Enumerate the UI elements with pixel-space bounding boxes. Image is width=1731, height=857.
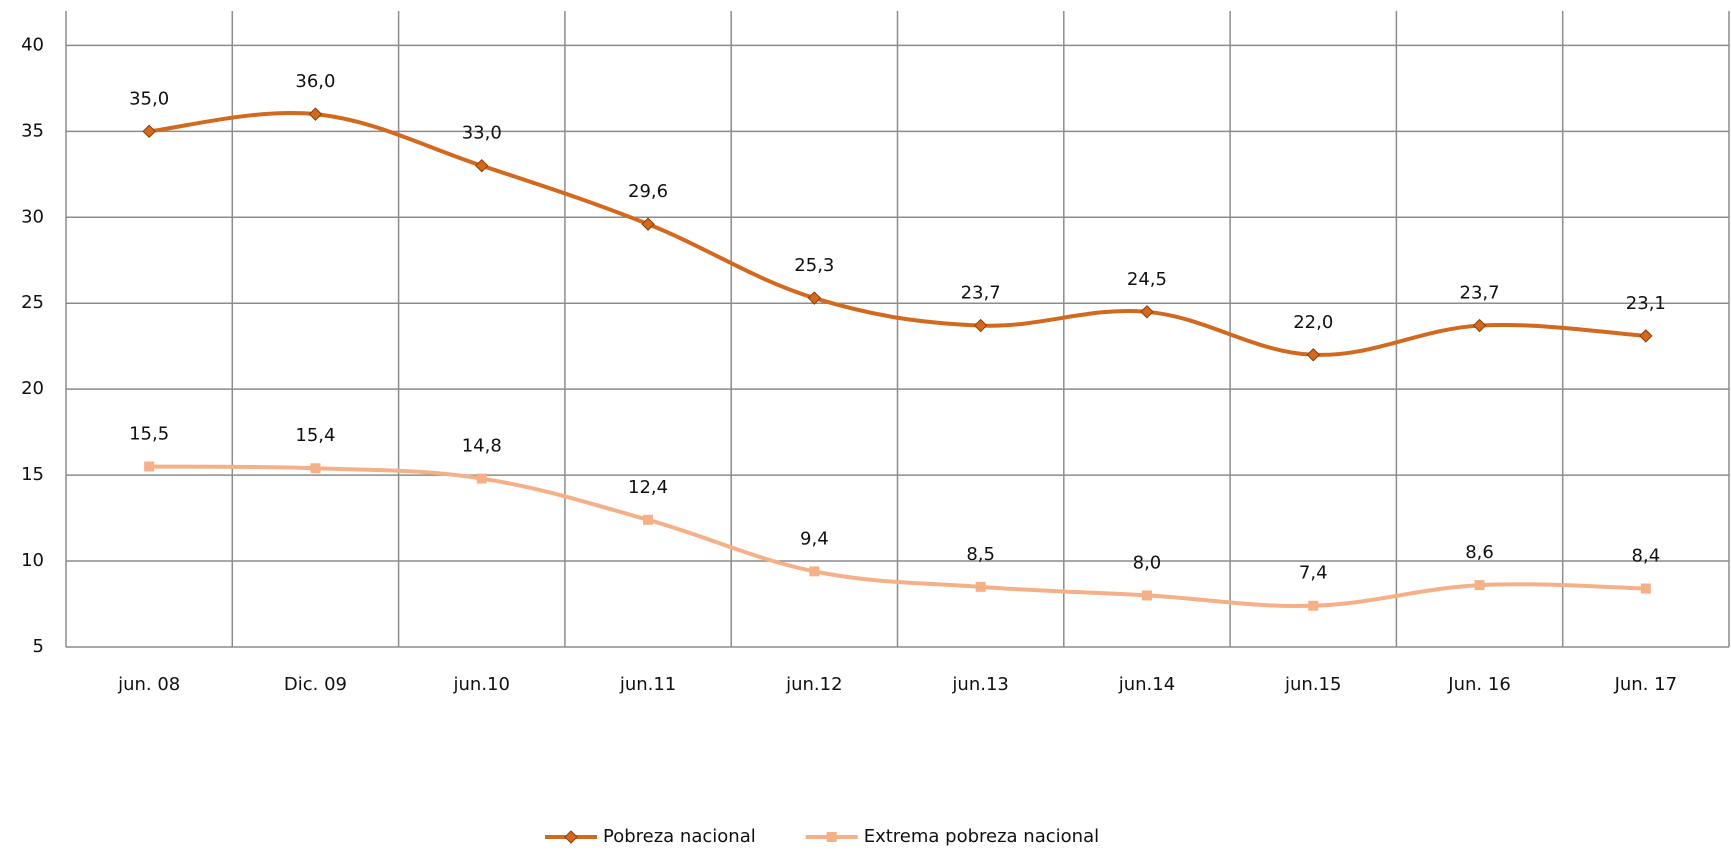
x-tick-label: jun.13 bbox=[951, 674, 1008, 695]
x-tick-label: jun. 08 bbox=[117, 674, 180, 695]
data-label: 23,7 bbox=[1460, 283, 1500, 304]
x-tick-label: jun.11 bbox=[619, 674, 676, 695]
data-point bbox=[310, 463, 321, 474]
data-point bbox=[1140, 305, 1154, 319]
data-label: 8,4 bbox=[1632, 546, 1661, 567]
data-point bbox=[643, 514, 654, 525]
legend-marker bbox=[826, 832, 837, 842]
data-label: 15,5 bbox=[129, 424, 169, 445]
x-tick-label: jun.10 bbox=[453, 674, 510, 695]
data-point bbox=[475, 158, 489, 173]
legend-marker bbox=[564, 830, 578, 844]
data-label: 24,5 bbox=[1127, 269, 1167, 290]
data-point bbox=[1308, 600, 1319, 611]
data-label: 8,5 bbox=[966, 544, 995, 565]
data-label: 22,0 bbox=[1293, 312, 1333, 333]
x-tick-label: jun.14 bbox=[1118, 674, 1175, 695]
legend-label: Pobreza nacional bbox=[603, 826, 756, 847]
data-point bbox=[973, 318, 988, 333]
data-label: 25,3 bbox=[794, 255, 834, 276]
series-line bbox=[149, 464, 1646, 608]
data-point bbox=[1306, 348, 1320, 362]
data-label: 29,6 bbox=[628, 181, 668, 202]
x-tick-label: jun.12 bbox=[785, 674, 842, 695]
data-point bbox=[975, 581, 986, 592]
data-point bbox=[1639, 329, 1653, 343]
y-tick-label: 20 bbox=[21, 378, 44, 399]
y-tick-label: 15 bbox=[21, 464, 44, 485]
data-label: 8,6 bbox=[1465, 542, 1494, 563]
data-point bbox=[807, 291, 822, 305]
data-point bbox=[1472, 318, 1487, 333]
legend-label: Extrema pobreza nacional bbox=[864, 826, 1099, 847]
data-point bbox=[144, 461, 155, 472]
data-point bbox=[142, 124, 156, 139]
y-tick-label: 40 bbox=[21, 34, 44, 55]
data-label: 15,4 bbox=[295, 425, 335, 446]
y-tick-label: 10 bbox=[21, 550, 44, 571]
data-label: 35,0 bbox=[129, 88, 169, 109]
data-point bbox=[308, 107, 323, 121]
data-point bbox=[641, 217, 655, 231]
x-tick-label: Dic. 09 bbox=[284, 674, 347, 695]
y-tick-label: 30 bbox=[21, 206, 44, 227]
y-tick-label: 25 bbox=[21, 292, 44, 313]
data-point bbox=[1640, 583, 1651, 594]
data-label: 23,7 bbox=[961, 283, 1001, 304]
data-point bbox=[1141, 590, 1152, 601]
data-label: 36,0 bbox=[295, 71, 335, 92]
x-tick-label: Jun. 17 bbox=[1614, 674, 1677, 695]
x-tick-label: Jun. 16 bbox=[1447, 674, 1510, 695]
data-label: 14,8 bbox=[462, 436, 502, 457]
data-label: 12,4 bbox=[628, 477, 668, 498]
y-tick-label: 5 bbox=[33, 636, 44, 657]
data-label: 8,0 bbox=[1133, 552, 1162, 573]
data-point bbox=[809, 566, 820, 577]
y-tick-label: 35 bbox=[21, 120, 44, 141]
data-label: 33,0 bbox=[462, 123, 502, 144]
data-label: 7,4 bbox=[1299, 563, 1328, 584]
series-line bbox=[148, 110, 1646, 357]
data-point bbox=[1474, 580, 1485, 591]
data-label: 9,4 bbox=[800, 528, 829, 549]
x-tick-label: jun.15 bbox=[1284, 674, 1341, 695]
data-point bbox=[476, 473, 487, 484]
data-label: 23,1 bbox=[1626, 293, 1666, 314]
